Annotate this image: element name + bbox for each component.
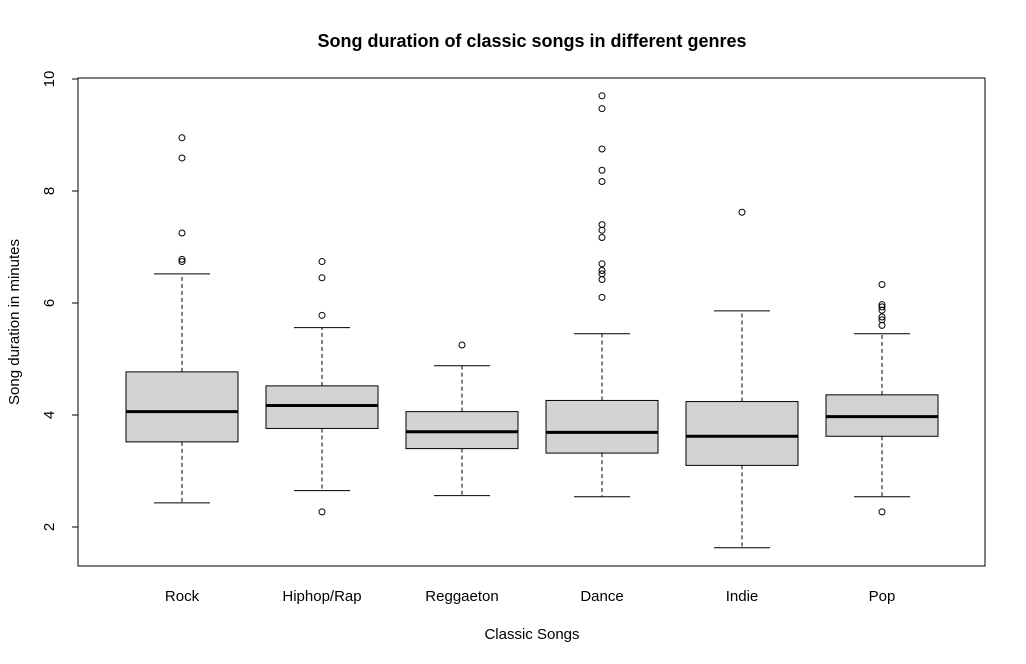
outlier-point <box>598 293 606 301</box>
outlier-point <box>178 154 186 162</box>
y-axis: 2 4 6 8 10 <box>41 71 79 531</box>
x-tick-label: Dance <box>580 588 623 605</box>
outlier-point <box>318 258 326 266</box>
x-tick-label: Hiphop/Rap <box>282 588 361 605</box>
outlier-point <box>598 267 606 275</box>
outlier-point <box>178 229 186 237</box>
box-group <box>825 281 939 516</box>
outlier-point <box>598 221 606 229</box>
outlier-point <box>598 166 606 174</box>
outlier-point <box>458 341 466 349</box>
outlier-point <box>178 258 186 266</box>
outlier-point <box>598 233 606 241</box>
x-axis-label: Classic Songs <box>484 626 579 643</box>
box-group <box>405 341 519 497</box>
box-group <box>685 208 799 549</box>
outlier-point <box>598 260 606 268</box>
outlier-point <box>878 313 886 321</box>
x-tick-label: Rock <box>165 588 200 605</box>
box-group <box>545 92 659 498</box>
y-tick-label: 2 <box>41 523 58 531</box>
x-tick-label: Pop <box>869 588 896 605</box>
iqr-box <box>685 401 799 466</box>
outlier-point <box>598 105 606 113</box>
y-tick-label: 8 <box>41 187 58 195</box>
boxes-layer <box>125 92 939 549</box>
iqr-box <box>125 371 239 443</box>
outlier-point <box>878 508 886 516</box>
iqr-box <box>405 411 519 450</box>
box-group <box>265 258 379 516</box>
outlier-point <box>178 255 186 263</box>
y-tick-label: 6 <box>41 299 58 307</box>
outlier-point <box>598 177 606 185</box>
outlier-point <box>178 134 186 142</box>
y-axis-label: Song duration in minutes <box>6 239 23 405</box>
outlier-point <box>738 208 746 216</box>
iqr-box <box>265 385 379 429</box>
outlier-point <box>598 270 606 278</box>
outlier-point <box>878 281 886 289</box>
outlier-point <box>878 303 886 311</box>
x-tick-label: Reggaeton <box>425 588 498 605</box>
outlier-point <box>878 301 886 309</box>
outlier-point <box>318 311 326 319</box>
outlier-point <box>318 274 326 282</box>
chart-title: Song duration of classic songs in differ… <box>317 31 746 51</box>
outlier-point <box>598 92 606 100</box>
outlier-point <box>598 145 606 153</box>
iqr-box <box>545 399 659 454</box>
x-tick-label: Indie <box>726 588 759 605</box>
y-tick-label: 10 <box>41 71 58 88</box>
plot-frame <box>77 77 986 567</box>
outlier-point <box>318 508 326 516</box>
box-group <box>125 134 239 504</box>
outlier-point <box>878 316 886 324</box>
y-tick-label: 4 <box>41 411 58 419</box>
x-axis: Rock Hiphop/Rap Reggaeton Dance Indie Pop <box>165 588 895 605</box>
